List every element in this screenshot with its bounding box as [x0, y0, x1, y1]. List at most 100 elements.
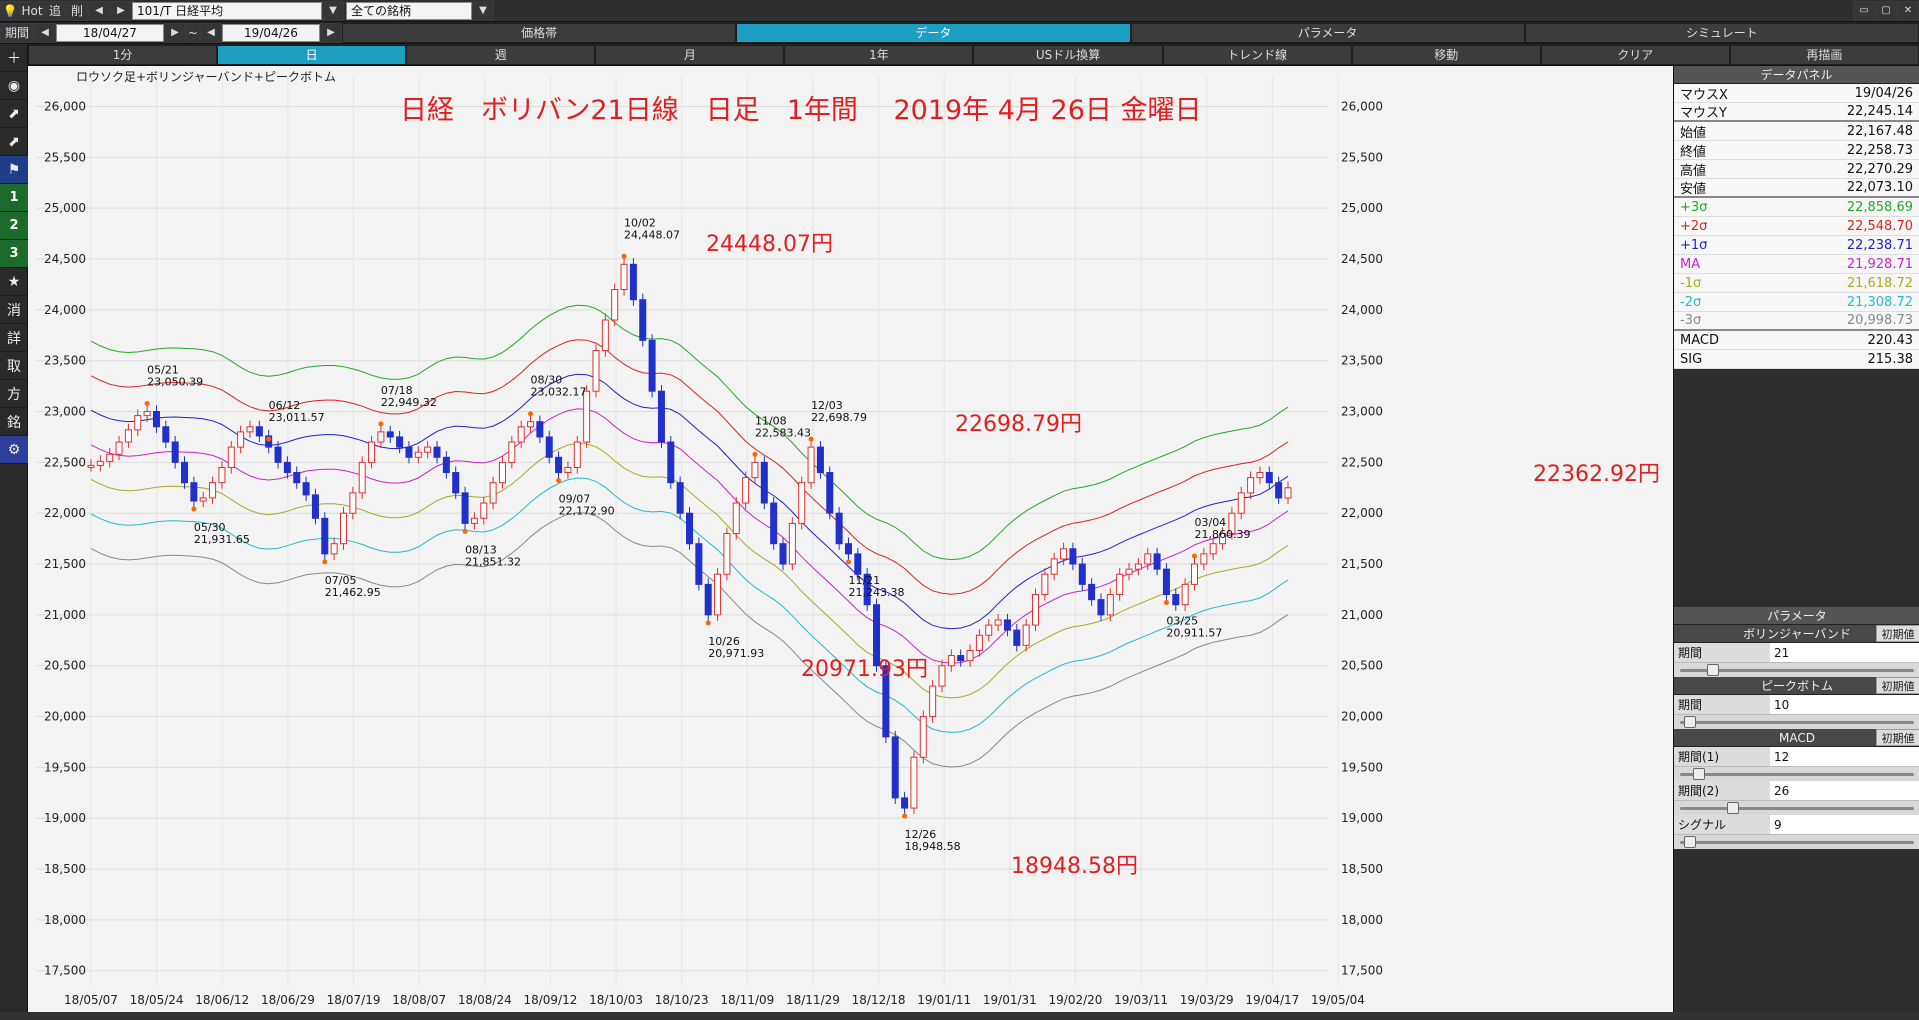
- candle-up: [1228, 512, 1236, 535]
- datapanel-value: 22,073.10: [1846, 180, 1913, 195]
- chart-area[interactable]: 17,500 17,500 18,000 18,000 18,500 18,500 19,0…: [28, 66, 1673, 1012]
- timeframe-button-8[interactable]: クリア: [1540, 44, 1730, 65]
- param-value-field[interactable]: 21: [1770, 643, 1919, 662]
- timeframe-button-7[interactable]: 移動: [1351, 44, 1541, 65]
- peak-value-label: 23,011.57: [269, 411, 325, 424]
- param-slider[interactable]: [1674, 835, 1919, 849]
- candle-up: [498, 461, 506, 484]
- candle-down: [1153, 553, 1161, 570]
- y-tick-right: 26,000: [1341, 100, 1383, 114]
- prev-symbol-button[interactable]: ◀: [88, 0, 110, 21]
- slider-knob[interactable]: [1693, 768, 1706, 780]
- symbol-dropdown-button[interactable]: ▼: [322, 0, 344, 21]
- tab-2[interactable]: パラメータ: [1130, 22, 1525, 43]
- next-symbol-button[interactable]: ▶: [110, 0, 132, 21]
- datapanel-label: MACD: [1680, 332, 1719, 348]
- band--1σ: [90, 442, 1289, 699]
- timeframe-button-3[interactable]: 月: [595, 44, 785, 65]
- bottom-value-label: 20,911.57: [1166, 627, 1222, 640]
- from-date-field[interactable]: 18/04/27: [56, 23, 164, 42]
- param-slider[interactable]: [1674, 663, 1919, 677]
- slot-1-button[interactable]: 1: [0, 184, 28, 212]
- candle-up: [620, 263, 628, 291]
- reset-button[interactable]: 初期値: [1876, 625, 1919, 642]
- tab-0[interactable]: 価格帯: [342, 22, 737, 43]
- to-date-field[interactable]: 19/04/26: [222, 23, 320, 42]
- candle-down: [639, 299, 647, 341]
- param-slider[interactable]: [1674, 767, 1919, 781]
- reset-button[interactable]: 初期値: [1876, 729, 1919, 746]
- slot-2-button[interactable]: 2: [0, 212, 28, 240]
- candle-down: [1097, 599, 1105, 616]
- symbol-field[interactable]: 101/T 日経平均: [132, 1, 322, 20]
- datapanel-value: 22,548.70: [1846, 218, 1913, 234]
- slider-knob[interactable]: [1726, 802, 1739, 814]
- universe-field[interactable]: 全ての銘柄: [346, 1, 472, 20]
- candle-up: [1237, 492, 1245, 514]
- candle-up: [583, 390, 591, 443]
- x-tick-label: 18/06/12: [195, 993, 249, 1007]
- crosshair-icon[interactable]: ＋: [0, 44, 28, 72]
- candle-up: [199, 497, 207, 502]
- param-value-field[interactable]: 10: [1770, 695, 1919, 714]
- bottom-scroll-strip[interactable]: [0, 1012, 1919, 1020]
- from-next-button[interactable]: ▶: [164, 22, 186, 43]
- param-slider[interactable]: [1674, 715, 1919, 729]
- camera-icon[interactable]: ◉: [0, 72, 28, 100]
- param-value-field[interactable]: 26: [1770, 781, 1919, 800]
- x-tick-label: 19/01/31: [983, 993, 1037, 1007]
- slider-track: [1680, 841, 1914, 844]
- erase-button[interactable]: 消: [0, 296, 28, 324]
- datapanel-row: -1σ 21,618.72: [1674, 274, 1919, 293]
- timeframe-button-4[interactable]: 1年: [784, 44, 974, 65]
- timeframe-button-2[interactable]: 週: [406, 44, 596, 65]
- candle-down: [863, 573, 871, 606]
- detail-button[interactable]: 詳: [0, 324, 28, 352]
- slider-knob[interactable]: [1684, 836, 1697, 848]
- timeframe-button-6[interactable]: トレンド線: [1162, 44, 1352, 65]
- tab-1[interactable]: データ: [736, 22, 1131, 43]
- line-chart-icon[interactable]: ⬈: [0, 100, 28, 128]
- from-prev-button[interactable]: ◀: [34, 22, 56, 43]
- band-+3σ: [90, 304, 1289, 561]
- param-value-field[interactable]: 9: [1770, 815, 1919, 834]
- candle-up: [134, 415, 142, 431]
- star-icon[interactable]: ★: [0, 268, 28, 296]
- to-next-button[interactable]: ▶: [320, 22, 342, 43]
- add-button[interactable]: 追: [44, 0, 66, 21]
- candle-up: [807, 446, 815, 484]
- timeframe-button-9[interactable]: 再描画: [1729, 44, 1919, 65]
- universe-dropdown-button[interactable]: ▼: [472, 0, 494, 21]
- param-slider[interactable]: [1674, 801, 1919, 815]
- candle-down: [302, 482, 310, 496]
- take-button[interactable]: 取: [0, 352, 28, 380]
- timeframe-button-1[interactable]: 日: [217, 44, 407, 65]
- direction-button[interactable]: 方: [0, 380, 28, 408]
- slot-3-button[interactable]: 3: [0, 240, 28, 268]
- y-tick-left: 24,500: [44, 252, 86, 266]
- timeframe-button-0[interactable]: 1分: [28, 44, 218, 65]
- gear-icon[interactable]: ⚙: [0, 436, 28, 464]
- y-tick-right: 20,000: [1341, 710, 1383, 724]
- delete-button[interactable]: 削: [66, 0, 88, 21]
- datapanel-value: 21,618.72: [1846, 275, 1913, 291]
- tab-3[interactable]: シミュレート: [1524, 22, 1919, 43]
- datapanel-value: 19/04/26: [1854, 85, 1913, 101]
- candle-up: [106, 453, 114, 462]
- hot-button[interactable]: Hot: [20, 0, 44, 21]
- param-label: 期間(2): [1678, 784, 1719, 798]
- trend-chart-icon[interactable]: ⬈: [0, 128, 28, 156]
- timeframe-button-5[interactable]: USドル換算: [973, 44, 1163, 65]
- lightbulb-icon[interactable]: 💡: [0, 0, 20, 21]
- reset-button[interactable]: 初期値: [1876, 677, 1919, 694]
- to-prev-button[interactable]: ◀: [200, 22, 222, 43]
- maximize-button[interactable]: ▢: [1875, 0, 1897, 21]
- right-panel: データパネル マウスX 19/04/26 マウスY 22,245.14 始値 22,167…: [1673, 66, 1919, 1020]
- slider-knob[interactable]: [1684, 716, 1697, 728]
- slider-knob[interactable]: [1706, 664, 1719, 676]
- close-button[interactable]: ✕: [1897, 0, 1919, 21]
- symbol-button[interactable]: 銘: [0, 408, 28, 436]
- minimize-button[interactable]: ▭: [1853, 0, 1875, 21]
- flag-icon[interactable]: ⚑: [0, 156, 28, 184]
- param-value-field[interactable]: 12: [1770, 747, 1919, 766]
